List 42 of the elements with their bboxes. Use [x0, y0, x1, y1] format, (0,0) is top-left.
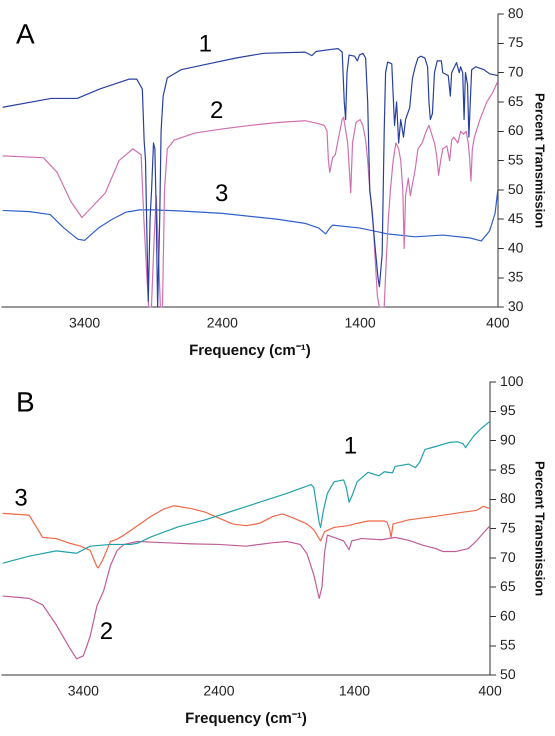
y-tick-label: 75 [508, 34, 524, 50]
series-label: 1 [344, 432, 358, 460]
x-axis-title: Frequency (cm⁻¹) [185, 710, 307, 728]
series-label: 2 [100, 618, 114, 646]
y-axis-title: Percent Transmission [532, 461, 548, 596]
series-label: 2 [210, 96, 224, 124]
chart-title: A [16, 18, 35, 50]
series-label: 1 [198, 30, 212, 58]
y-tick-label: 50 [508, 180, 524, 197]
y-tick-label: 90 [500, 432, 516, 448]
y-tick-label: 30 [508, 298, 524, 314]
chart-title: B [16, 386, 35, 418]
x-tick-label: 400 [486, 314, 510, 330]
y-tick-label: 50 [500, 666, 516, 682]
y-tick-label: 40 [508, 239, 524, 256]
y-tick-label: 70 [508, 64, 524, 80]
y-tick-label: 95 [500, 402, 516, 418]
x-tick-label: 400 [478, 682, 502, 698]
y-tick-label: 80 [500, 490, 516, 506]
x-tick-label: 3400 [69, 314, 100, 330]
x-tick-label: 2400 [206, 314, 238, 330]
y-tick-label: 60 [500, 607, 516, 624]
y-tick-label: 60 [508, 122, 524, 138]
x-tick-label: 1400 [338, 682, 370, 698]
y-tick-label: 65 [500, 578, 516, 594]
y-tick-label: 85 [500, 460, 516, 477]
x-axis-title: Frequency (cm⁻¹) [189, 342, 311, 360]
x-tick-label: 2400 [203, 682, 235, 698]
x-tick-label: 1400 [344, 314, 376, 330]
y-tick-label: 65 [508, 92, 524, 109]
y-tick-label: 100 [500, 372, 524, 389]
y-tick-label: 35 [508, 268, 524, 285]
y-tick-label: 70 [500, 548, 516, 565]
y-tick-label: 45 [508, 210, 524, 226]
y-tick-label: 75 [500, 519, 516, 536]
y-tick-label: 80 [508, 4, 524, 21]
y-tick-label: 55 [508, 151, 524, 168]
y-axis-title: Percent Transmission [532, 93, 548, 228]
y-tick-label: 55 [500, 636, 516, 653]
x-tick-label: 3400 [68, 682, 100, 698]
series-label: 3 [214, 180, 228, 208]
series-label: 3 [14, 484, 28, 512]
